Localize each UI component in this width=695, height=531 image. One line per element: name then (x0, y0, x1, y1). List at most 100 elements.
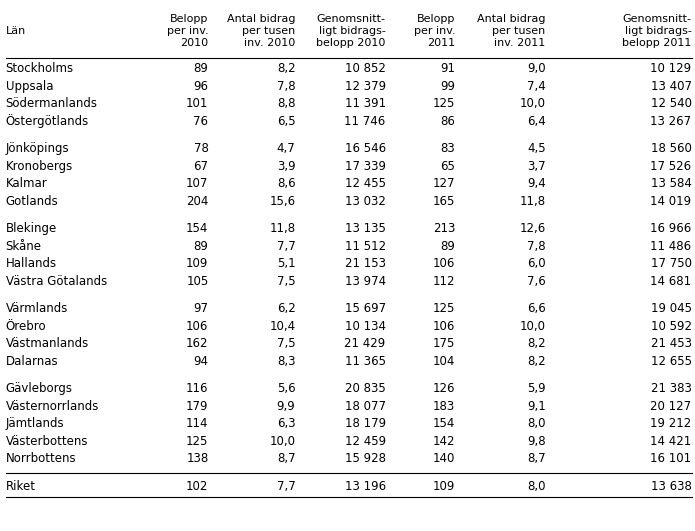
Text: 138: 138 (186, 452, 208, 465)
Text: 12 455: 12 455 (345, 177, 386, 190)
Text: 204: 204 (186, 195, 208, 208)
Text: 18 179: 18 179 (345, 417, 386, 430)
Text: 154: 154 (186, 222, 208, 235)
Text: 12 379: 12 379 (345, 80, 386, 93)
Text: 9,1: 9,1 (527, 400, 546, 413)
Text: 10,0: 10,0 (270, 435, 295, 448)
Text: 7,8: 7,8 (527, 240, 546, 253)
Text: Genomsnitt-
ligt bidrags-
belopp 2011: Genomsnitt- ligt bidrags- belopp 2011 (622, 14, 692, 48)
Text: 101: 101 (186, 97, 208, 110)
Text: 16 101: 16 101 (651, 452, 692, 465)
Text: 154: 154 (433, 417, 455, 430)
Text: 19 212: 19 212 (651, 417, 692, 430)
Text: Västerbottens: Västerbottens (6, 435, 88, 448)
Text: Kronobergs: Kronobergs (6, 160, 73, 173)
Text: Blekinge: Blekinge (6, 222, 57, 235)
Text: Antal bidrag
per tusen
inv. 2010: Antal bidrag per tusen inv. 2010 (227, 14, 295, 48)
Text: 8,3: 8,3 (277, 355, 295, 368)
Text: 10 592: 10 592 (651, 320, 692, 333)
Text: 20 127: 20 127 (651, 400, 692, 413)
Text: 106: 106 (433, 257, 455, 270)
Text: 65: 65 (441, 160, 455, 173)
Text: Belopp
per inv.
2010: Belopp per inv. 2010 (167, 14, 208, 48)
Text: 20 835: 20 835 (345, 382, 386, 395)
Text: 21 383: 21 383 (651, 382, 692, 395)
Text: 7,7: 7,7 (277, 479, 295, 493)
Text: 11 746: 11 746 (345, 115, 386, 128)
Text: Uppsala: Uppsala (6, 80, 53, 93)
Text: 7,7: 7,7 (277, 240, 295, 253)
Text: 6,3: 6,3 (277, 417, 295, 430)
Text: Stockholms: Stockholms (6, 62, 74, 75)
Text: 6,2: 6,2 (277, 302, 295, 315)
Text: Genomsnitt-
ligt bidrags-
belopp 2010: Genomsnitt- ligt bidrags- belopp 2010 (316, 14, 386, 48)
Text: 3,9: 3,9 (277, 160, 295, 173)
Text: 14 681: 14 681 (651, 275, 692, 288)
Text: 11,8: 11,8 (519, 195, 546, 208)
Text: 13 032: 13 032 (345, 195, 386, 208)
Text: 13 135: 13 135 (345, 222, 386, 235)
Text: 109: 109 (186, 257, 208, 270)
Text: 6,0: 6,0 (527, 257, 546, 270)
Text: Skåne: Skåne (6, 240, 42, 253)
Text: 21 453: 21 453 (651, 337, 692, 350)
Text: 76: 76 (193, 115, 208, 128)
Text: 4,5: 4,5 (527, 142, 546, 155)
Text: 89: 89 (194, 240, 208, 253)
Text: 9,9: 9,9 (277, 400, 295, 413)
Text: Gävleborgs: Gävleborgs (6, 382, 72, 395)
Text: 97: 97 (193, 302, 208, 315)
Text: 104: 104 (433, 355, 455, 368)
Text: 7,6: 7,6 (527, 275, 546, 288)
Text: 10,0: 10,0 (520, 320, 546, 333)
Text: 4,7: 4,7 (277, 142, 295, 155)
Text: 183: 183 (433, 400, 455, 413)
Text: 13 974: 13 974 (345, 275, 386, 288)
Text: 9,4: 9,4 (527, 177, 546, 190)
Text: 8,0: 8,0 (527, 417, 546, 430)
Text: 13 407: 13 407 (651, 80, 692, 93)
Text: 89: 89 (441, 240, 455, 253)
Text: 12 459: 12 459 (345, 435, 386, 448)
Text: 15,6: 15,6 (269, 195, 295, 208)
Text: 213: 213 (433, 222, 455, 235)
Text: 126: 126 (433, 382, 455, 395)
Text: 15 928: 15 928 (345, 452, 386, 465)
Text: 140: 140 (433, 452, 455, 465)
Text: Norrbottens: Norrbottens (6, 452, 76, 465)
Text: 12 540: 12 540 (651, 97, 692, 110)
Text: 114: 114 (186, 417, 208, 430)
Text: 107: 107 (186, 177, 208, 190)
Text: 125: 125 (186, 435, 208, 448)
Text: 14 019: 14 019 (651, 195, 692, 208)
Text: Gotlands: Gotlands (6, 195, 58, 208)
Text: 8,7: 8,7 (527, 452, 546, 465)
Text: 89: 89 (194, 62, 208, 75)
Text: 94: 94 (193, 355, 208, 368)
Text: 12 655: 12 655 (651, 355, 692, 368)
Text: Hallands: Hallands (6, 257, 57, 270)
Text: 116: 116 (186, 382, 208, 395)
Text: 10 852: 10 852 (345, 62, 386, 75)
Text: 15 697: 15 697 (345, 302, 386, 315)
Text: 21 153: 21 153 (345, 257, 386, 270)
Text: 19 045: 19 045 (651, 302, 692, 315)
Text: 8,8: 8,8 (277, 97, 295, 110)
Text: Dalarnas: Dalarnas (6, 355, 58, 368)
Text: 86: 86 (441, 115, 455, 128)
Text: 127: 127 (433, 177, 455, 190)
Text: 21 429: 21 429 (345, 337, 386, 350)
Text: 91: 91 (440, 62, 455, 75)
Text: 5,9: 5,9 (527, 382, 546, 395)
Text: 8,2: 8,2 (277, 62, 295, 75)
Text: 6,6: 6,6 (527, 302, 546, 315)
Text: 7,5: 7,5 (277, 337, 295, 350)
Text: 14 421: 14 421 (651, 435, 692, 448)
Text: 18 560: 18 560 (651, 142, 692, 155)
Text: 16 546: 16 546 (345, 142, 386, 155)
Text: 13 584: 13 584 (651, 177, 692, 190)
Text: 16 966: 16 966 (651, 222, 692, 235)
Text: Kalmar: Kalmar (6, 177, 47, 190)
Text: 142: 142 (433, 435, 455, 448)
Text: 9,0: 9,0 (527, 62, 546, 75)
